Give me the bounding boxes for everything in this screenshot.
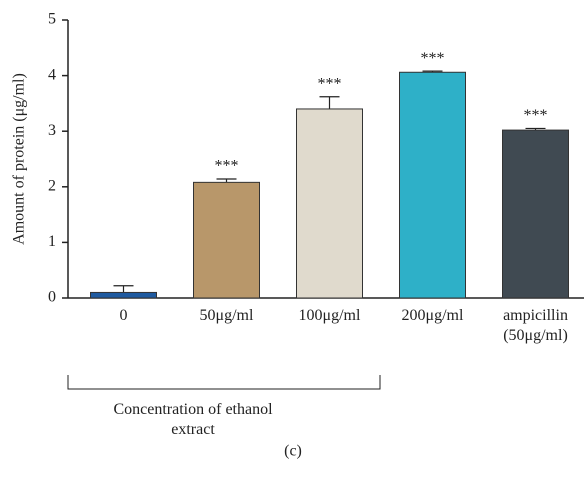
bar xyxy=(399,71,466,299)
significance-label: *** xyxy=(318,75,342,92)
bar xyxy=(502,129,569,299)
x-tick-label: 100μg/ml xyxy=(298,307,361,324)
bar xyxy=(296,108,363,299)
bar xyxy=(193,181,260,299)
significance-label: *** xyxy=(421,50,445,67)
x-tick-label: 50μg/ml xyxy=(199,307,254,324)
y-tick-label: 0 xyxy=(48,289,56,306)
y-axis-label: Amount of protein (μg/ml) xyxy=(11,73,28,245)
group-label: Concentration of ethanol extract xyxy=(113,401,273,438)
y-tick-label: 4 xyxy=(48,66,56,83)
significance-label: *** xyxy=(524,107,548,124)
y-tick-label: 5 xyxy=(48,11,56,28)
x-tick-label: 0 xyxy=(119,307,128,324)
group-bracket xyxy=(67,375,381,390)
x-tick-label: 200μg/ml xyxy=(401,307,464,324)
caption: (c) xyxy=(284,443,302,460)
y-tick-label: 2 xyxy=(48,177,56,194)
y-tick-label: 1 xyxy=(48,233,56,250)
bar xyxy=(90,291,157,299)
y-tick-label: 3 xyxy=(48,122,56,139)
significance-label: *** xyxy=(215,158,239,175)
x-tick-label: ampicillin (50μg/ml) xyxy=(503,307,568,344)
